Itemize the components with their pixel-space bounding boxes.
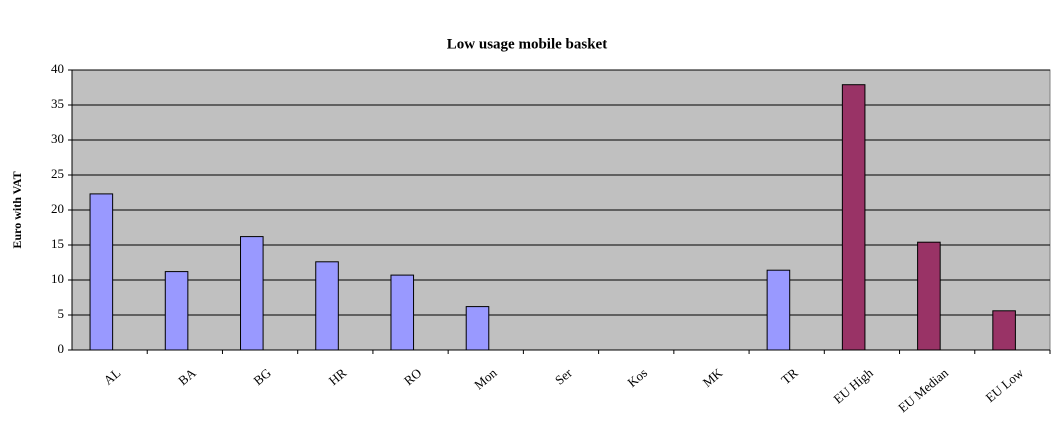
x-tick-label: RO: [401, 365, 424, 388]
x-tick-label: AL: [101, 365, 124, 388]
x-tick-label: EU High: [830, 365, 876, 407]
bar: [89, 193, 114, 351]
y-tick-label: 25: [51, 166, 64, 181]
x-tick-label: TR: [778, 365, 801, 387]
chart-title: Low usage mobile basket: [447, 36, 607, 52]
y-tick-label: 30: [51, 131, 64, 146]
y-tick-label: 0: [58, 341, 65, 356]
bar: [992, 310, 1016, 351]
y-tick-label: 15: [51, 236, 64, 251]
y-tick-label: 20: [51, 201, 64, 216]
y-tick-label: 40: [51, 61, 64, 76]
x-tick-label: EU Low: [983, 365, 1027, 405]
x-tick-label: MK: [700, 365, 726, 390]
y-tick-label: 5: [58, 306, 65, 321]
bar: [315, 261, 339, 351]
y-axis-label: Euro with VAT: [10, 171, 24, 248]
x-tick-label: BA: [175, 365, 199, 388]
y-tick-label: 35: [51, 96, 64, 111]
x-tick-label: Mon: [471, 365, 500, 393]
bar: [390, 274, 415, 351]
bar: [766, 269, 791, 351]
x-tick-label: Kos: [624, 365, 650, 390]
bar: [917, 241, 941, 351]
bar: [164, 271, 189, 351]
x-tick-label: BG: [250, 365, 273, 388]
bar: [465, 306, 490, 351]
x-tick-label: EU Median: [895, 365, 951, 416]
x-tick-label: HR: [326, 365, 350, 388]
bar: [240, 236, 264, 351]
y-tick-label: 10: [51, 271, 64, 286]
x-tick-label: Ser: [552, 365, 575, 388]
bar: [841, 84, 866, 351]
